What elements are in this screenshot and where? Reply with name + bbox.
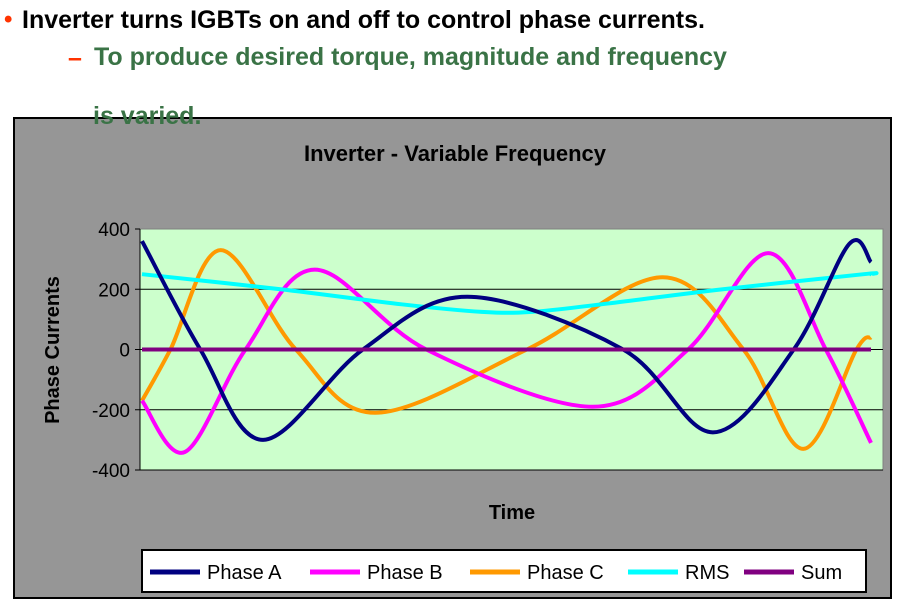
legend-label: Phase B bbox=[367, 562, 443, 584]
legend-label: Sum bbox=[801, 562, 842, 584]
bullet-text: Inverter turns IGBTs on and off to contr… bbox=[22, 6, 705, 34]
sub-bullet-text-continued: is varied. bbox=[93, 102, 202, 130]
y-tick-label: 200 bbox=[98, 280, 130, 301]
legend-label: RMS bbox=[685, 562, 729, 584]
legend-label: Phase C bbox=[527, 562, 604, 584]
y-axis-label: Phase Currents bbox=[42, 276, 64, 424]
y-tick-label: 400 bbox=[98, 220, 130, 241]
series-line-phase-a bbox=[140, 238, 873, 442]
chart-title: Inverter - Variable Frequency bbox=[304, 141, 607, 166]
sub-dash: – bbox=[68, 44, 82, 72]
x-axis-label: Time bbox=[489, 502, 535, 524]
bullet: • bbox=[4, 6, 13, 33]
y-tick-label: -400 bbox=[92, 461, 130, 482]
legend-label: Phase A bbox=[207, 562, 282, 584]
y-tick-label: 0 bbox=[119, 341, 130, 362]
y-tick-label: -200 bbox=[92, 401, 130, 422]
sub-bullet-text: To produce desired torque, magnitude and… bbox=[94, 43, 727, 71]
